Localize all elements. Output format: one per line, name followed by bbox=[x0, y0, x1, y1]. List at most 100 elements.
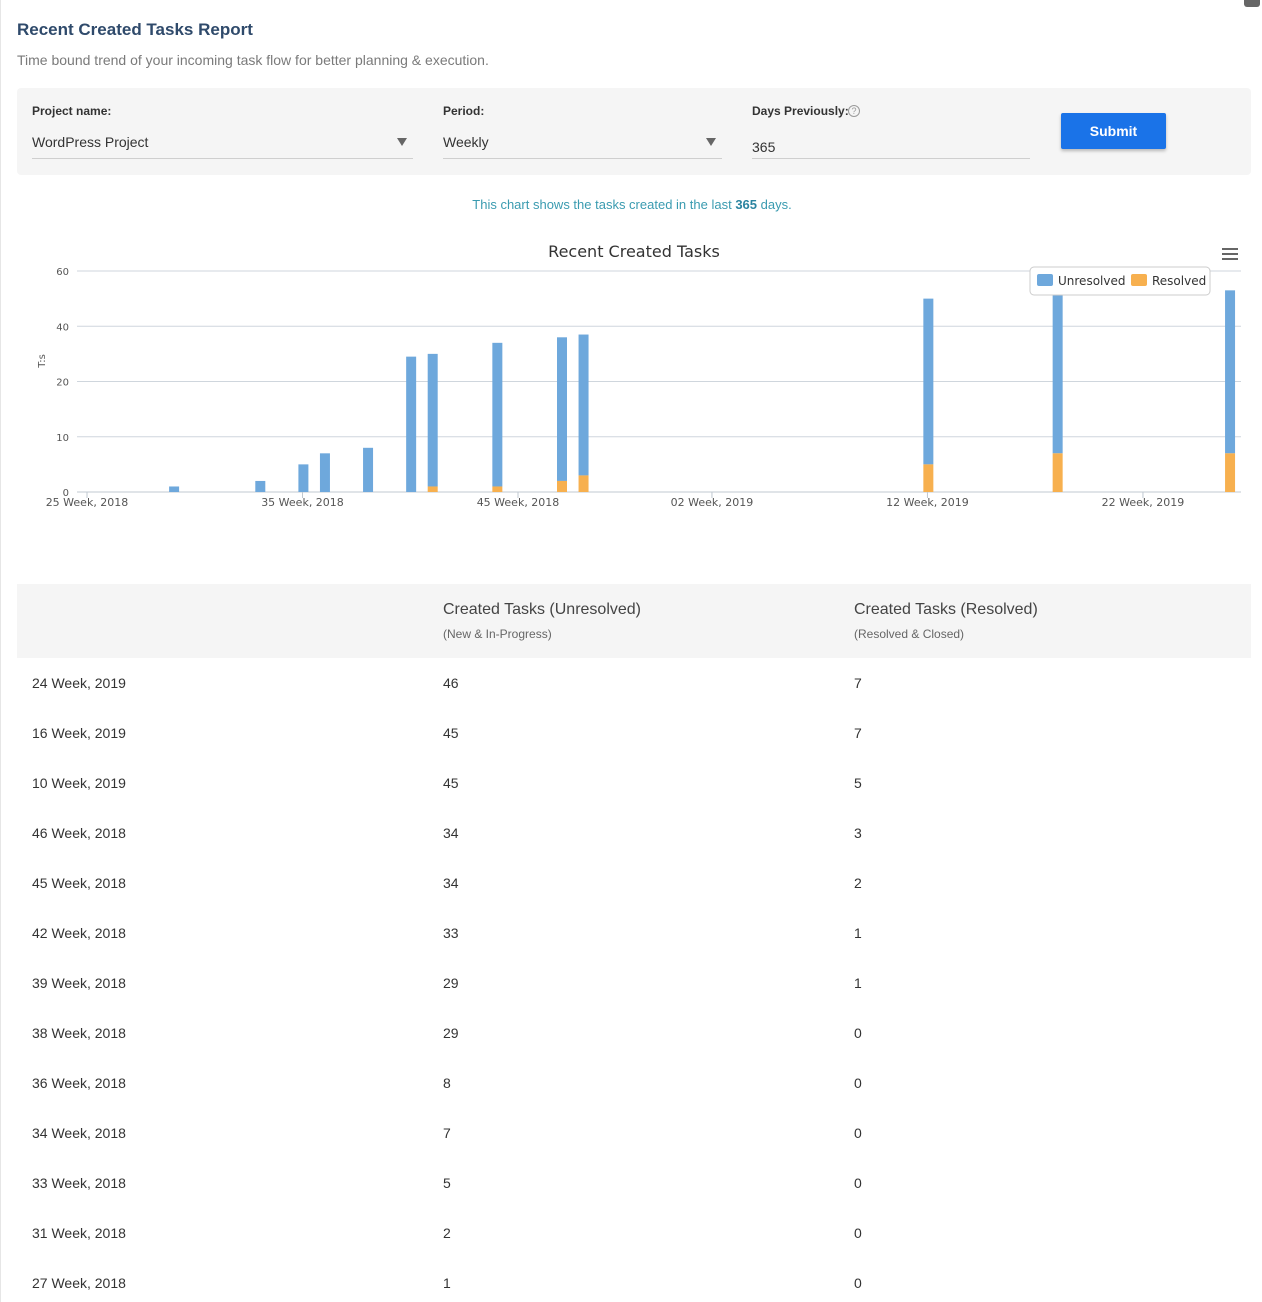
row-week-cell: 36 Week, 2018 bbox=[32, 1075, 126, 1091]
bar-resolved[interactable] bbox=[427, 486, 438, 492]
table-row: 34 Week, 2018 7 0 bbox=[17, 1108, 1251, 1158]
col-subheader-resolved: (Resolved & Closed) bbox=[854, 627, 965, 641]
row-unresolved-cell: 5 bbox=[443, 1175, 451, 1191]
table-header: Created Tasks (Unresolved) (New & In-Pro… bbox=[17, 584, 1251, 658]
bar-unresolved[interactable] bbox=[406, 356, 417, 492]
bar-unresolved[interactable] bbox=[255, 480, 266, 492]
bar-resolved[interactable] bbox=[578, 475, 589, 492]
row-unresolved-cell: 45 bbox=[443, 725, 459, 741]
bar-unresolved[interactable] bbox=[492, 342, 503, 487]
row-resolved-cell: 2 bbox=[854, 875, 862, 891]
days-input[interactable]: 365 bbox=[752, 139, 776, 155]
period-select-underline bbox=[443, 158, 722, 159]
period-dropdown-caret-icon[interactable] bbox=[706, 138, 716, 146]
col-header-unresolved: Created Tasks (Unresolved) bbox=[443, 601, 642, 618]
table-row: 39 Week, 2018 29 1 bbox=[17, 958, 1251, 1008]
period-select[interactable]: Weekly bbox=[443, 134, 489, 150]
legend-resolved-label[interactable]: Resolved bbox=[1152, 274, 1206, 288]
y-tick-label: 10 bbox=[56, 433, 69, 444]
info-days: 365 bbox=[735, 197, 758, 212]
row-resolved-cell: 5 bbox=[854, 775, 862, 791]
recent-created-tasks-chart: 0 10 20 40 60 25 Week, 2018 35 Week, 2018 45 We… bbox=[37, 242, 1241, 509]
table-row: 24 Week, 2019 46 7 bbox=[17, 658, 1251, 708]
y-tick-label: 0 bbox=[63, 488, 69, 499]
chart-title: Recent Created Tasks bbox=[548, 242, 720, 261]
row-unresolved-cell: 1 bbox=[443, 1275, 451, 1291]
y-tick-label: 40 bbox=[56, 322, 69, 333]
bar-resolved[interactable] bbox=[1052, 453, 1063, 492]
row-week-cell: 34 Week, 2018 bbox=[32, 1125, 126, 1141]
row-unresolved-cell: 2 bbox=[443, 1225, 451, 1241]
row-resolved-cell: 0 bbox=[854, 1225, 862, 1241]
row-resolved-cell: 1 bbox=[854, 975, 862, 991]
legend-unresolved-swatch bbox=[1037, 274, 1053, 286]
bar-unresolved[interactable] bbox=[923, 298, 934, 465]
y-tick-label: 20 bbox=[56, 378, 69, 389]
table-row: 31 Week, 2018 2 0 bbox=[17, 1208, 1251, 1258]
row-week-cell: 33 Week, 2018 bbox=[32, 1175, 126, 1191]
row-week-cell: 24 Week, 2019 bbox=[32, 675, 126, 691]
project-select[interactable]: WordPress Project bbox=[32, 134, 149, 150]
row-resolved-cell: 3 bbox=[854, 825, 862, 841]
table-row: 10 Week, 2019 45 5 bbox=[17, 758, 1251, 808]
row-unresolved-cell: 7 bbox=[443, 1125, 451, 1141]
page-title: Recent Created Tasks Report bbox=[17, 20, 253, 39]
bar-unresolved[interactable] bbox=[1052, 293, 1063, 454]
x-tick-label: 22 Week, 2019 bbox=[1102, 496, 1185, 509]
table-row: 42 Week, 2018 33 1 bbox=[17, 908, 1251, 958]
bar-resolved[interactable] bbox=[923, 464, 934, 492]
bar-unresolved[interactable] bbox=[557, 337, 567, 481]
row-unresolved-cell: 8 bbox=[443, 1075, 451, 1091]
row-resolved-cell: 0 bbox=[854, 1025, 862, 1041]
x-tick-label: 45 Week, 2018 bbox=[477, 496, 560, 509]
info-prefix: This chart shows the tasks created in th… bbox=[472, 197, 732, 212]
bar-unresolved[interactable] bbox=[363, 447, 374, 492]
bar-unresolved[interactable] bbox=[578, 334, 589, 476]
bar-resolved[interactable] bbox=[1225, 453, 1236, 492]
page-subtitle: Time bound trend of your incoming task f… bbox=[17, 52, 489, 68]
row-unresolved-cell: 45 bbox=[443, 775, 459, 791]
chart-menu-icon[interactable] bbox=[1222, 248, 1238, 260]
row-week-cell: 31 Week, 2018 bbox=[32, 1225, 126, 1241]
bar-unresolved[interactable] bbox=[427, 353, 438, 487]
row-resolved-cell: 0 bbox=[854, 1075, 862, 1091]
row-week-cell: 46 Week, 2018 bbox=[32, 825, 126, 841]
table-row: 38 Week, 2018 29 0 bbox=[17, 1008, 1251, 1058]
info-suffix: days. bbox=[760, 197, 792, 212]
project-label: Project name: bbox=[32, 104, 112, 118]
bar-unresolved[interactable] bbox=[169, 486, 180, 492]
row-unresolved-cell: 33 bbox=[443, 925, 459, 941]
row-unresolved-cell: 34 bbox=[443, 875, 459, 891]
submit-button[interactable]: Submit bbox=[1061, 113, 1166, 149]
window-handle bbox=[1244, 0, 1260, 7]
x-tick-label: 25 Week, 2018 bbox=[46, 496, 129, 509]
bar-unresolved[interactable] bbox=[298, 464, 309, 492]
bar-resolved[interactable] bbox=[557, 480, 567, 492]
row-unresolved-cell: 29 bbox=[443, 975, 459, 991]
help-icon[interactable]: ? bbox=[848, 105, 860, 117]
row-resolved-cell: 0 bbox=[854, 1125, 862, 1141]
row-unresolved-cell: 46 bbox=[443, 675, 459, 691]
col-header-resolved: Created Tasks (Resolved) bbox=[854, 601, 1038, 618]
row-week-cell: 42 Week, 2018 bbox=[32, 925, 126, 941]
row-week-cell: 16 Week, 2019 bbox=[32, 725, 126, 741]
project-select-underline bbox=[32, 158, 413, 159]
row-unresolved-cell: 34 bbox=[443, 825, 459, 841]
project-dropdown-caret-icon[interactable] bbox=[397, 138, 407, 146]
days-label: Days Previously: bbox=[752, 104, 849, 118]
y-tick-label: 60 bbox=[56, 267, 69, 278]
x-tick-label: 12 Week, 2019 bbox=[886, 496, 969, 509]
legend-unresolved-label[interactable]: Unresolved bbox=[1058, 274, 1125, 288]
bar-resolved[interactable] bbox=[492, 486, 503, 492]
bar-unresolved[interactable] bbox=[319, 453, 330, 492]
row-resolved-cell: 0 bbox=[854, 1275, 862, 1291]
legend-resolved-swatch bbox=[1131, 274, 1147, 286]
bar-unresolved[interactable] bbox=[1225, 290, 1236, 454]
row-unresolved-cell: 29 bbox=[443, 1025, 459, 1041]
row-week-cell: 39 Week, 2018 bbox=[32, 975, 126, 991]
row-week-cell: 45 Week, 2018 bbox=[32, 875, 126, 891]
row-week-cell: 10 Week, 2019 bbox=[32, 775, 126, 791]
row-resolved-cell: 1 bbox=[854, 925, 862, 941]
y-axis-label: T:s bbox=[37, 354, 48, 369]
